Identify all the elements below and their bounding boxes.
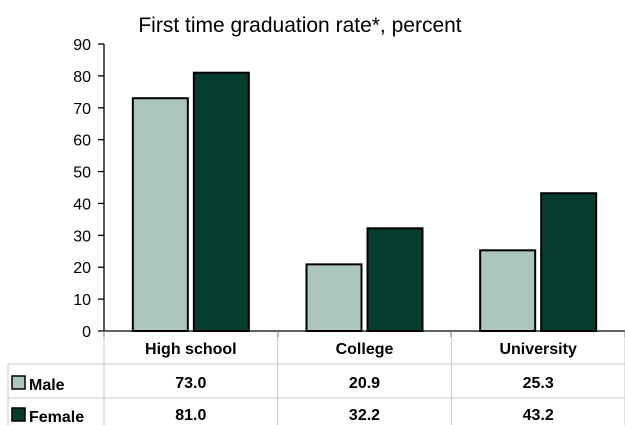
y-tick-label: 0 [82, 324, 91, 341]
legend-label-female: Female [29, 409, 84, 425]
data-value: 25.3 [523, 375, 554, 392]
data-value: 43.2 [523, 407, 554, 424]
y-tick-label: 30 [73, 228, 91, 245]
data-value: 81.0 [175, 407, 206, 424]
y-tick-label: 70 [73, 101, 91, 118]
bar-female-university [540, 192, 598, 332]
bar-female-college [366, 227, 424, 332]
bar-male-university [479, 249, 537, 332]
data-value: 20.9 [349, 375, 380, 392]
legend-swatch-female [11, 407, 26, 422]
data-table: High school College University Male 73.0 20.9… [7, 331, 625, 425]
bar-female-high-school [192, 71, 250, 332]
y-tick-label: 50 [73, 165, 91, 182]
bar-male-high-school [131, 97, 189, 333]
y-tick-label: 40 [73, 196, 91, 213]
bars [103, 71, 625, 337]
legend-swatch-male [11, 375, 26, 390]
bar-male-college [305, 263, 363, 333]
data-value: 73.0 [175, 375, 206, 392]
category-label: University [499, 341, 576, 358]
y-tick-label: 60 [73, 133, 91, 150]
y-tick-label: 10 [73, 292, 91, 309]
legend-label-male: Male [29, 377, 65, 394]
y-tick-label: 20 [73, 260, 91, 277]
y-tick-label: 80 [73, 69, 91, 86]
y-tick-label: 90 [73, 37, 91, 54]
data-value: 32.2 [349, 407, 380, 424]
chart-title: First time graduation rate*, percent [138, 14, 461, 37]
category-label: College [336, 341, 394, 358]
y-axis: 0 10 20 30 40 50 60 70 80 90 [73, 37, 105, 341]
category-label: High school [145, 341, 237, 358]
